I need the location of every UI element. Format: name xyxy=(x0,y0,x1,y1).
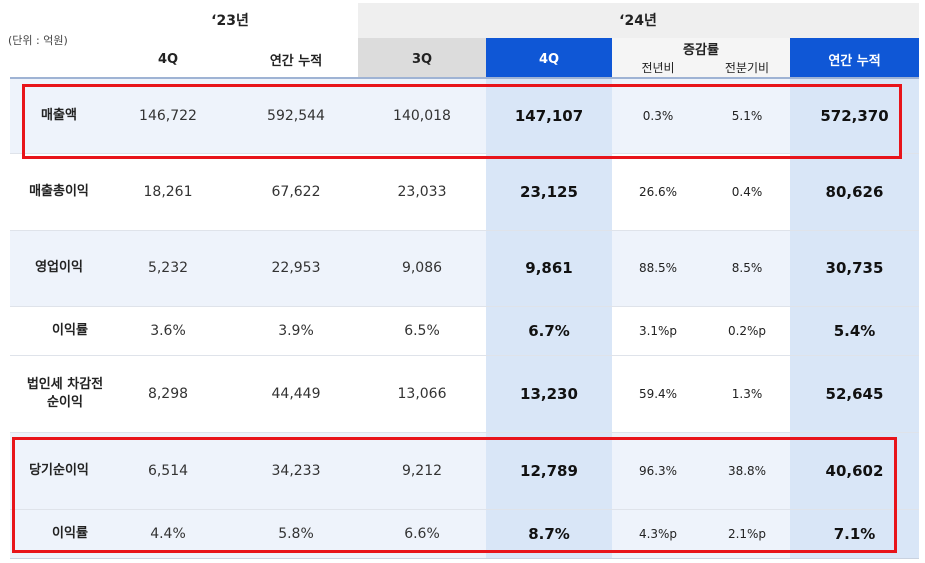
col-header-change-rate: 증감률 xyxy=(683,42,719,58)
header-3q-cell xyxy=(358,38,486,78)
value-4q-24: 12,789 xyxy=(520,461,578,480)
value-annual-24: 40,602 xyxy=(825,461,884,480)
value-3q-24: 9,086 xyxy=(401,260,443,276)
value-qoq: 2.1%p xyxy=(727,527,767,541)
row-divider xyxy=(10,509,919,510)
col-header-3q-24: 3Q xyxy=(411,51,433,67)
row-label: 당기순이익 xyxy=(29,462,89,478)
header-annual-24-cell xyxy=(790,38,919,78)
col-header-4q-24: 4Q xyxy=(538,51,560,67)
value-3q-24: 6.5% xyxy=(404,322,440,339)
value-4q-23: 4.4% xyxy=(150,526,186,542)
value-annual-23: 67,622 xyxy=(271,183,321,200)
row-label: 이익률 xyxy=(52,526,88,541)
value-3q-24: 140,018 xyxy=(393,108,451,124)
col-header-annual-23: 연간 누적 xyxy=(269,53,323,69)
header-rule xyxy=(10,77,919,79)
header-2024-band xyxy=(358,3,919,38)
row-divider xyxy=(10,153,919,154)
value-4q-23: 5,232 xyxy=(147,260,189,276)
value-yoy: 4.3%p xyxy=(638,527,678,541)
value-qoq: 5.1% xyxy=(731,109,763,123)
value-qoq: 38.8% xyxy=(727,463,767,478)
value-yoy: 96.3% xyxy=(638,463,678,478)
highlight-box-net-income xyxy=(12,437,897,553)
header-4q-24-cell xyxy=(486,38,612,78)
value-qoq: 0.2%p xyxy=(727,323,767,338)
column-highlight-annual-24 xyxy=(790,79,919,559)
value-4q-23: 3.6% xyxy=(150,322,186,339)
value-4q-23: 6,514 xyxy=(147,462,189,479)
row-label: 영업이익 xyxy=(35,260,83,275)
row-label: 법인세 차감전 순이익 xyxy=(10,355,120,432)
value-4q-24: 23,125 xyxy=(520,182,578,201)
value-yoy: 0.3% xyxy=(642,109,674,123)
value-annual-24: 572,370 xyxy=(820,107,889,125)
header-change-cell xyxy=(612,38,790,78)
row-tint-1 xyxy=(10,79,919,153)
value-annual-24: 30,735 xyxy=(825,259,884,277)
col-header-annual-24: 연간 누적 xyxy=(828,53,881,69)
value-4q-24: 147,107 xyxy=(514,107,584,125)
value-annual-24: 80,626 xyxy=(825,182,884,201)
row-tint-3 xyxy=(10,231,919,306)
value-4q-24: 13,230 xyxy=(520,384,578,403)
value-3q-24: 13,066 xyxy=(397,385,447,402)
value-qoq: 0.4% xyxy=(731,184,763,199)
table-bottom-rule xyxy=(10,558,919,559)
col-header-yoy: 전년비 xyxy=(641,60,675,75)
row-divider xyxy=(10,355,919,356)
value-3q-24: 6.6% xyxy=(404,526,440,542)
value-annual-24: 52,645 xyxy=(825,384,884,403)
col-header-4q-23: 4Q xyxy=(157,51,179,67)
value-annual-23: 592,544 xyxy=(267,108,325,124)
value-3q-24: 9,212 xyxy=(401,462,443,479)
value-annual-23: 5.8% xyxy=(278,526,314,542)
value-annual-23: 34,233 xyxy=(271,462,321,479)
row-label: 매출총이익 xyxy=(29,183,89,199)
row-tint-5 xyxy=(10,432,919,509)
value-4q-23: 8,298 xyxy=(147,385,189,402)
value-3q-24: 23,033 xyxy=(397,183,447,200)
row-divider xyxy=(10,432,919,433)
value-4q-24: 9,861 xyxy=(525,259,573,277)
value-4q-24: 8.7% xyxy=(528,525,570,543)
value-annual-24: 7.1% xyxy=(833,525,876,543)
year-2024-label: ‘24년 xyxy=(619,13,657,29)
row-label-line2: 순이익 xyxy=(47,394,83,410)
row-label: 매출액 xyxy=(41,108,77,123)
value-annual-24: 5.4% xyxy=(833,321,876,340)
value-annual-23: 44,449 xyxy=(271,385,321,402)
row-label: 이익률 xyxy=(52,322,88,338)
unit-label: (단위 : 억원) xyxy=(8,34,68,47)
value-qoq: 1.3% xyxy=(731,386,763,401)
value-4q-23: 18,261 xyxy=(143,183,193,200)
value-annual-23: 22,953 xyxy=(271,260,321,276)
value-qoq: 8.5% xyxy=(731,261,763,275)
value-yoy: 26.6% xyxy=(638,184,678,199)
value-yoy: 59.4% xyxy=(638,386,678,401)
value-4q-23: 146,722 xyxy=(139,108,197,124)
row-divider xyxy=(10,306,919,307)
value-annual-23: 3.9% xyxy=(278,322,314,339)
year-2023-label: ‘23년 xyxy=(211,13,249,29)
value-4q-24: 6.7% xyxy=(528,321,570,340)
highlight-box-revenue xyxy=(22,84,902,159)
value-yoy: 88.5% xyxy=(638,261,678,275)
col-header-qoq: 전분기비 xyxy=(724,60,770,75)
value-yoy: 3.1%p xyxy=(638,323,678,338)
column-highlight-4q-24 xyxy=(486,79,612,559)
row-label-line1: 법인세 차감전 xyxy=(26,376,104,392)
row-divider xyxy=(10,230,919,231)
